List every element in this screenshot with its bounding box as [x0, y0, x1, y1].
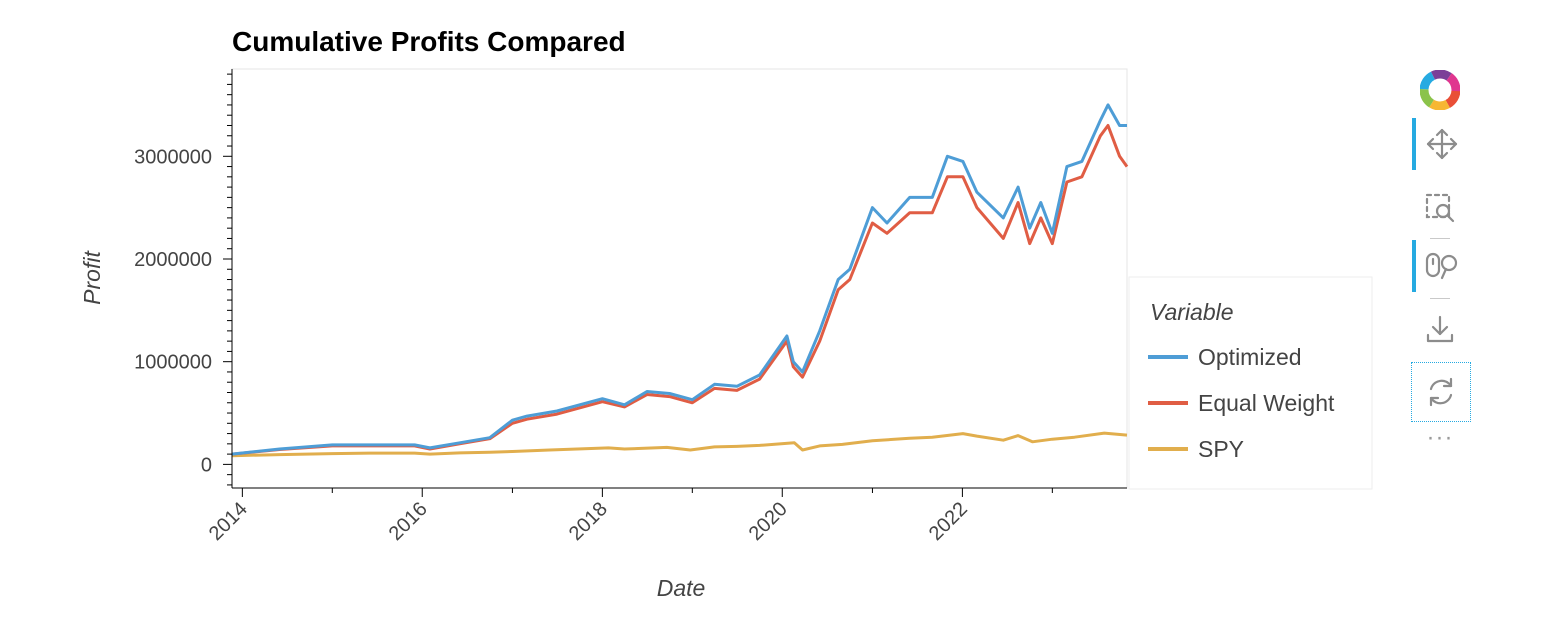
y-tick-label: 0: [201, 454, 212, 476]
y-tick-label: 3000000: [134, 146, 212, 168]
series-line-3: [231, 431, 1128, 458]
bokeh-logo-icon: [1420, 70, 1460, 110]
series-line-1: [231, 103, 1127, 456]
x-tick-label: 2020: [745, 498, 792, 545]
x-tick-label: 2016: [385, 498, 432, 545]
save-tool-button[interactable]: [1412, 304, 1468, 356]
y-tick-label: 2000000: [134, 249, 212, 271]
legend-box: [1128, 276, 1373, 490]
legend-label: Optimized: [1198, 344, 1302, 370]
plot-area[interactable]: [231, 68, 1128, 489]
y-axis-label: Profit: [79, 250, 105, 305]
x-tick-label: 2018: [565, 498, 612, 545]
series-layer: [231, 103, 1129, 458]
reset-icon: [1429, 377, 1453, 407]
pan-tool-button[interactable]: [1412, 118, 1468, 170]
legend-items: Optimized Equal Weight SPY: [1148, 344, 1335, 462]
wheel-zoom-icon: [1425, 252, 1458, 280]
toolbar-divider: [1430, 238, 1450, 239]
legend-label: Equal Weight: [1198, 390, 1335, 416]
x-tick-label: 2022: [925, 498, 972, 545]
legend: Variable Optimized Equal Weight SPY: [1128, 276, 1373, 490]
legend-title: Variable: [1150, 299, 1234, 325]
x-tick-label: 2014: [205, 498, 252, 545]
wheel-zoom-tool-button[interactable]: [1412, 240, 1468, 292]
more-tools-icon[interactable]: ···: [1426, 424, 1454, 451]
x-axis-label: Date: [657, 575, 706, 601]
toolbar: ···: [1408, 60, 1478, 460]
y-axis: 0 1000000 2000000 3000000: [134, 69, 233, 488]
box-zoom-tool-button[interactable]: [1412, 182, 1468, 234]
legend-label: SPY: [1198, 436, 1244, 462]
y-tick-label: 1000000: [134, 352, 212, 374]
bokeh-logo[interactable]: [1412, 64, 1468, 116]
x-axis: 2014 2016 2018 2020 2022: [205, 487, 1127, 545]
pan-icon: [1426, 128, 1458, 160]
reset-tool-button[interactable]: [1411, 362, 1471, 422]
box-zoom-icon: [1425, 193, 1455, 223]
chart-title: Cumulative Profits Compared: [232, 26, 626, 57]
toolbar-divider: [1430, 298, 1450, 299]
save-icon: [1426, 315, 1454, 343]
